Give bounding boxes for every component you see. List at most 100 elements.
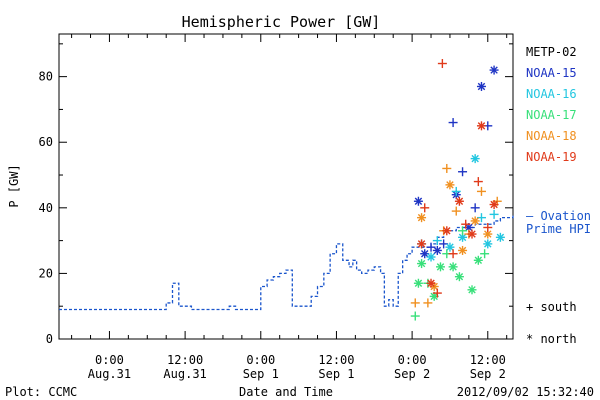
ovation-line xyxy=(59,214,514,311)
noaa-19-north-marker xyxy=(467,229,477,239)
noaa-19-south-marker xyxy=(473,177,483,187)
marker-stroke xyxy=(449,263,457,271)
marker-stroke xyxy=(427,253,435,261)
noaa-16-north-marker xyxy=(495,232,505,242)
marker-stroke xyxy=(443,227,451,235)
noaa-15-south-marker xyxy=(458,167,468,177)
marker-stroke xyxy=(455,197,464,205)
noaa-15-north-marker xyxy=(476,81,486,91)
x-tick-date-label: Sep 2 xyxy=(470,367,506,381)
noaa-19-north-marker xyxy=(476,121,486,131)
noaa-18-north-marker xyxy=(458,245,468,255)
noaa-15-south-marker xyxy=(426,242,436,252)
marker-stroke xyxy=(420,249,429,258)
noaa-17-south-marker xyxy=(458,226,468,236)
marker-stroke xyxy=(436,263,445,271)
noaa-15-north-marker xyxy=(420,249,430,259)
legend: METP-02 NOAA-15 NOAA-16 NOAA-17 NOAA-18 NOAA-… xyxy=(526,45,591,346)
noaa-18-south-marker xyxy=(451,206,461,216)
marker-stroke xyxy=(414,279,423,287)
noaa-19-south-marker xyxy=(448,249,458,259)
marker-stroke xyxy=(471,154,479,163)
marker-stroke xyxy=(465,223,473,232)
legend-noaa-15: NOAA-15 xyxy=(526,66,577,80)
noaa-19-north-marker xyxy=(442,226,452,236)
marker-stroke xyxy=(417,240,426,248)
x-tick-label: 12:00 xyxy=(167,353,203,367)
marker-stroke xyxy=(446,243,454,251)
noaa-17-north-marker xyxy=(454,272,464,282)
x-tick-label: 12:00 xyxy=(470,353,506,367)
marker-stroke xyxy=(458,233,467,242)
noaa-18-south-marker xyxy=(442,163,452,173)
y-tick-label: 20 xyxy=(39,266,53,280)
noaa-17-south-marker xyxy=(480,249,490,259)
legend-ovation-label: Prime HPI xyxy=(526,222,591,236)
marker-stroke xyxy=(468,286,476,294)
noaa-16-north-marker xyxy=(470,154,480,164)
marker-stroke xyxy=(458,246,467,255)
marker-stroke xyxy=(446,181,454,189)
noaa-19-south-marker xyxy=(432,288,442,298)
y-tick-label: 40 xyxy=(39,201,53,215)
noaa-16-south-marker xyxy=(476,213,486,223)
legend-ovation-label: — Ovation xyxy=(526,209,591,223)
x-tick-date-label: Sep 1 xyxy=(318,367,354,381)
noaa-19-north-marker xyxy=(417,239,427,249)
noaa-18-south-marker xyxy=(410,298,420,308)
legend-noaa-17: NOAA-17 xyxy=(526,108,577,122)
marker-stroke xyxy=(455,272,464,281)
marker-stroke xyxy=(471,217,479,225)
y-tick-label: 80 xyxy=(39,70,53,84)
marker-stroke xyxy=(427,279,435,287)
x-tick-label: 0:00 xyxy=(95,353,124,367)
marker-stroke xyxy=(417,213,426,222)
noaa-15-south-marker xyxy=(439,239,449,249)
x-tick-label: 12:00 xyxy=(318,353,354,367)
noaa-17-north-marker xyxy=(435,262,445,272)
marker-stroke xyxy=(496,233,505,242)
marker-stroke xyxy=(430,292,438,301)
marker-stroke xyxy=(477,122,486,130)
noaa-16-south-marker xyxy=(451,186,461,196)
noaa-19-south-marker xyxy=(437,59,447,69)
noaa-18-south-marker xyxy=(476,186,486,196)
marker-stroke xyxy=(484,230,492,238)
ovation-series xyxy=(59,214,514,311)
noaa-16-north-marker xyxy=(445,242,455,252)
marker-stroke xyxy=(468,230,476,238)
x-tick-date-label: Sep 2 xyxy=(394,367,430,381)
marker-stroke xyxy=(433,246,442,255)
y-tick-label: 60 xyxy=(39,135,53,149)
marker-stroke xyxy=(490,66,498,74)
noaa-16-south-marker xyxy=(432,236,442,246)
noaa-16-north-marker xyxy=(426,252,436,262)
noaa-15-north-marker xyxy=(489,65,499,75)
noaa-19-north-marker xyxy=(454,196,464,206)
noaa-17-north-marker xyxy=(448,262,458,272)
x-tick-date-label: Aug.31 xyxy=(88,367,131,381)
legend-south-label: + south xyxy=(526,300,577,314)
noaa-19-north-marker xyxy=(489,200,499,210)
y-axis: 0 20 40 60 80 xyxy=(39,43,513,346)
plot-frame xyxy=(58,33,514,340)
noaa-15-north-marker xyxy=(432,245,442,255)
marker-stroke xyxy=(490,200,498,209)
x-tick-label: 0:00 xyxy=(398,353,427,367)
legend-noaa-19: NOAA-19 xyxy=(526,150,577,164)
noaa-18-south-marker xyxy=(423,298,433,308)
x-tick-date-label: Sep 1 xyxy=(243,367,279,381)
marker-stroke xyxy=(414,197,423,205)
noaa-16-north-marker xyxy=(483,239,493,249)
marker-stroke xyxy=(417,259,426,268)
noaa-18-north-marker xyxy=(445,180,455,190)
noaa-19-south-marker xyxy=(461,219,471,229)
legend-metp-02: METP-02 xyxy=(526,45,577,59)
x-tick-label: 0:00 xyxy=(246,353,275,367)
noaa-19-north-marker xyxy=(426,278,436,288)
noaa-17-north-marker xyxy=(417,259,427,269)
noaa-19-south-marker xyxy=(483,222,493,232)
marker-stroke xyxy=(474,256,483,265)
